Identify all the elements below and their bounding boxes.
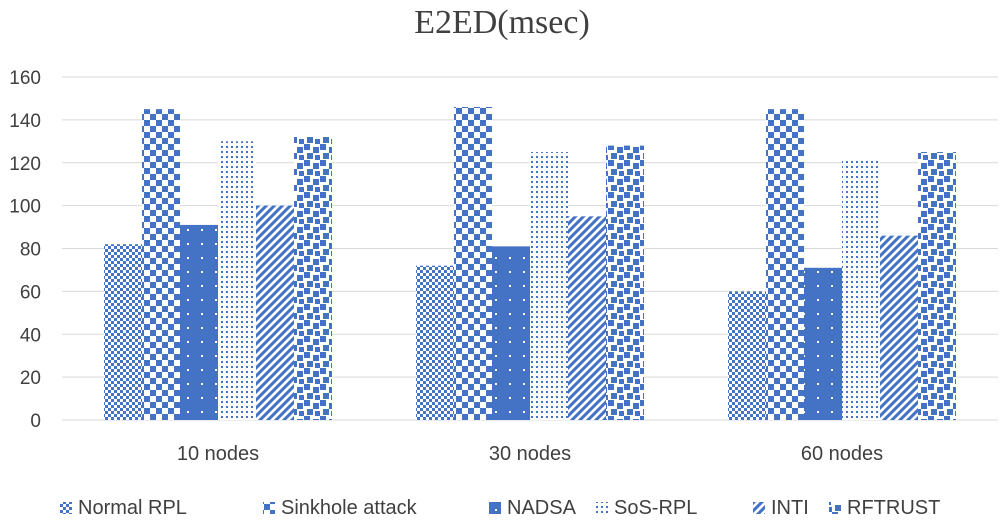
legend-swatch (489, 502, 501, 514)
y-tick-label: 80 (20, 240, 41, 261)
bar-inti-1 (568, 216, 606, 420)
chart-title: E2ED(msec) (414, 4, 590, 41)
y-tick-label: 100 (9, 197, 41, 218)
bar-normal-rpl-2 (728, 291, 766, 420)
legend-swatch (596, 502, 608, 514)
legend-swatch (753, 502, 765, 514)
x-category-label: 60 nodes (801, 443, 883, 465)
y-tick-label: 0 (30, 411, 41, 432)
y-tick-label: 40 (20, 325, 41, 346)
legend-swatch (263, 502, 275, 514)
legend-label: INTI (771, 497, 809, 519)
bar-nadsa-0 (180, 224, 218, 420)
legend-label: SoS-RPL (614, 497, 697, 519)
x-category-label: 30 nodes (489, 443, 571, 465)
bar-normal-rpl-0 (104, 244, 142, 420)
bar-nadsa-1 (492, 246, 530, 420)
bar-rftrust-1 (606, 145, 644, 420)
x-category-label: 10 nodes (177, 443, 259, 465)
bar-inti-2 (880, 235, 918, 420)
bar-sinkhole-attack-0 (142, 109, 180, 420)
y-tick-label: 20 (20, 368, 41, 389)
legend-label: RFTRUST (847, 497, 940, 519)
legend-label: Normal RPL (78, 497, 187, 519)
bar-sos-rpl-0 (218, 141, 256, 420)
legend: Normal RPL Sinkhole attack NADSA SoS-RPL INT… (60, 497, 940, 519)
legend-label: Sinkhole attack (281, 497, 418, 519)
bar-sos-rpl-1 (530, 152, 568, 420)
y-tick-label: 120 (9, 154, 41, 175)
bar-rftrust-2 (918, 152, 956, 420)
bar-sinkhole-attack-2 (766, 109, 804, 420)
bar-normal-rpl-1 (416, 265, 454, 420)
bars (104, 107, 956, 420)
bar-nadsa-2 (804, 267, 842, 420)
bar-sinkhole-attack-1 (454, 107, 492, 420)
bar-sos-rpl-2 (842, 158, 880, 420)
y-tick-label: 60 (20, 282, 41, 303)
y-tick-label: 160 (9, 68, 41, 89)
x-axis-categories: 10 nodes 30 nodes 60 nodes (177, 443, 883, 465)
bar-inti-0 (256, 205, 294, 420)
legend-swatch (60, 502, 72, 514)
y-axis-ticks: 0 20 40 60 80 100 120 140 160 (9, 68, 41, 432)
bar-rftrust-0 (294, 137, 332, 420)
y-tick-label: 140 (9, 111, 41, 132)
legend-swatch (829, 502, 841, 514)
legend-label: NADSA (507, 497, 577, 519)
